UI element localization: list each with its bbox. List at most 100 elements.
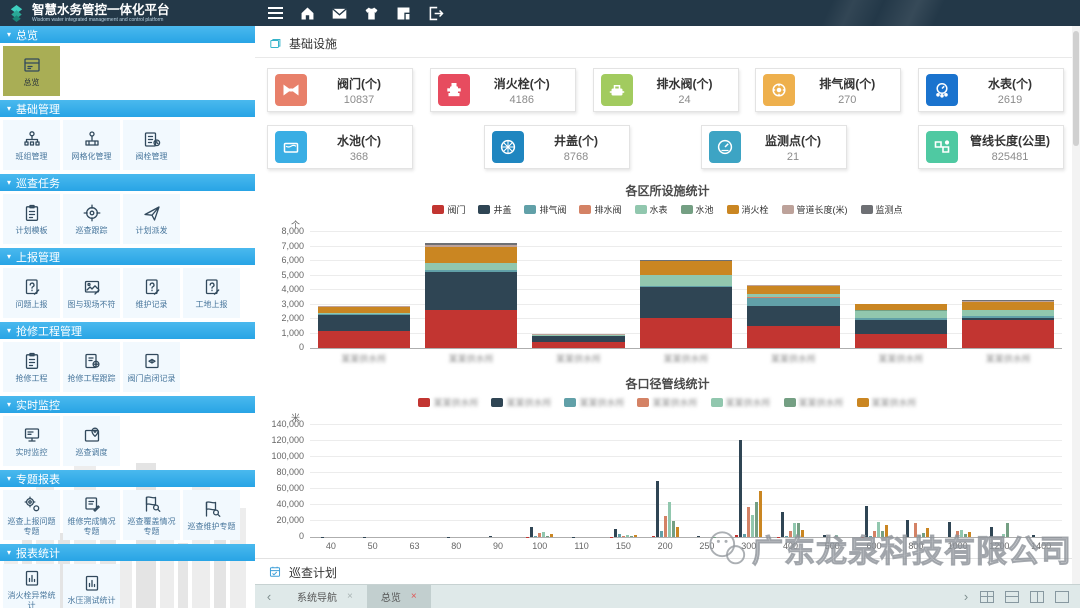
bar-group[interactable] [417, 232, 524, 348]
sidebar-item[interactable]: 班组管理 [3, 120, 60, 170]
legend-item[interactable]: 阀门 [432, 203, 465, 216]
stat-card[interactable]: 水池(个) 368 [267, 125, 413, 169]
tabs-prev-icon[interactable]: ‹ [266, 589, 272, 604]
sidebar-item[interactable]: 工地上报 [183, 268, 240, 318]
bar-group[interactable] [519, 425, 561, 537]
bar-group[interactable] [770, 425, 812, 537]
bar-group[interactable] [352, 425, 394, 537]
stat-card[interactable]: 排气阀(个) 270 [755, 68, 902, 112]
sidebar-item[interactable]: 巡查跟踪 [63, 194, 120, 244]
bar-group[interactable] [632, 232, 739, 348]
legend-item[interactable]: 管道长度(米) [781, 203, 848, 216]
bar-group[interactable] [561, 425, 603, 537]
bar-group[interactable] [435, 425, 477, 537]
sidebar-item[interactable]: 图与现场不符 [63, 268, 120, 318]
bar-group[interactable] [644, 425, 686, 537]
bar-group[interactable] [853, 425, 895, 537]
sidebar-item[interactable]: 水压测试统计 [63, 564, 120, 608]
bar-group[interactable] [895, 425, 937, 537]
sidebar-item[interactable]: 抢修工程跟踪 [63, 342, 120, 392]
sidebar-section-header[interactable]: ▾ 总览 [0, 26, 255, 43]
sidebar-item[interactable]: 问题上报 [3, 268, 60, 318]
stat-card[interactable]: 监测点(个) 21 [701, 125, 847, 169]
scrollbar[interactable] [1072, 26, 1080, 585]
legend-item[interactable]: 某某供水所 [564, 396, 624, 409]
bar-group[interactable] [394, 425, 436, 537]
scrollbar-thumb[interactable] [1073, 31, 1079, 146]
legend-item[interactable]: 某某供水所 [783, 396, 844, 409]
sidebar-section-header[interactable]: ▾ 实时监控 [0, 396, 255, 413]
legend-item[interactable]: 某某供水所 [710, 396, 771, 409]
tab-close-icon[interactable]: × [347, 591, 353, 602]
menu-icon[interactable] [267, 5, 284, 22]
bar-group[interactable] [525, 232, 632, 348]
sidebar-item[interactable]: 总览 [3, 46, 60, 96]
bar-group[interactable] [740, 232, 847, 348]
sidebar-item[interactable]: 巡查上报问题专题 [3, 490, 60, 540]
sidebar-item[interactable]: 巡查调度 [63, 416, 120, 466]
legend-item[interactable]: 某某供水所 [418, 396, 478, 409]
bar-group[interactable] [955, 232, 1062, 348]
bar-group[interactable] [477, 425, 519, 537]
bar-group[interactable] [728, 425, 770, 537]
sidebar-item[interactable]: 阀栓管理 [123, 120, 180, 170]
legend-item[interactable]: 排水阀 [579, 203, 622, 216]
legend-item[interactable]: 某某供水所 [637, 396, 698, 409]
stat-card[interactable]: 管线长度(公里) 825481 [918, 125, 1064, 169]
sidebar-section-header[interactable]: ▾ 专题报表 [0, 470, 255, 487]
sidebar-item[interactable]: 维修完成情况专题 [63, 490, 120, 540]
vsplit-layout-icon[interactable] [1030, 590, 1044, 603]
bar-group[interactable] [847, 232, 954, 348]
home-icon[interactable] [299, 5, 316, 22]
bar-group[interactable] [310, 425, 352, 537]
sidebar-item[interactable]: 巡查维护专题 [183, 490, 240, 540]
stat-card[interactable]: 阀门(个) 10837 [267, 68, 413, 112]
sidebar-item[interactable]: 网格化管理 [63, 120, 120, 170]
stat-card[interactable]: 消火栓(个) 4186 [429, 68, 576, 112]
legend-item[interactable]: 排气阀 [524, 203, 566, 216]
shirt-icon[interactable] [363, 5, 380, 22]
legend-item[interactable]: 某某供水所 [856, 396, 917, 409]
legend-item[interactable]: 监测点 [860, 203, 903, 216]
stat-card[interactable]: 排水阀(个) 24 [592, 68, 739, 112]
legend-item[interactable]: 消火栓 [726, 203, 769, 216]
tabs-next-icon[interactable]: › [963, 589, 969, 604]
mail-icon[interactable] [331, 5, 348, 22]
grid-layout-icon[interactable] [980, 590, 994, 603]
infrastructure-section-bar[interactable]: 基础设施 [255, 30, 1080, 58]
sidebar-section-header[interactable]: ▾ 报表统计 [0, 544, 255, 561]
sidebar-item[interactable]: 消火栓异常统计 [3, 564, 60, 608]
sidebar-item[interactable]: 计划模板 [3, 194, 60, 244]
single-layout-icon[interactable] [1055, 590, 1069, 603]
tab-inactive[interactable]: 系统导航 × [283, 585, 367, 608]
inspection-plan-section-bar[interactable]: 巡查计划 [255, 558, 1080, 585]
sidebar-section-header[interactable]: ▾ 巡查任务 [0, 174, 255, 191]
bar-group[interactable] [979, 425, 1021, 537]
tab-close-icon[interactable]: × [410, 591, 417, 602]
sidebar-item[interactable]: 阀门启闭记录 [123, 342, 180, 392]
bar-group[interactable] [937, 425, 979, 537]
legend-item[interactable]: 某某供水所 [491, 396, 551, 409]
legend-item[interactable]: 井盖 [478, 203, 511, 216]
bar-group[interactable] [686, 425, 728, 537]
tab-active[interactable]: 总览 × [366, 585, 431, 608]
sidebar-item[interactable]: 计划派发 [123, 194, 180, 244]
panels-icon[interactable] [395, 5, 412, 22]
sidebar-section-header[interactable]: ▾ 基础管理 [0, 100, 255, 117]
sidebar-section-header[interactable]: ▾ 上报管理 [0, 248, 255, 265]
sidebar-item[interactable]: 抢修工程 [3, 342, 60, 392]
bar-group[interactable] [811, 425, 853, 537]
legend-item[interactable]: 水表 [634, 203, 668, 216]
sidebar-item[interactable]: 巡查覆盖情况专题 [123, 490, 180, 540]
bar-group[interactable] [310, 232, 417, 348]
stat-card[interactable]: 井盖(个) 8768 [484, 125, 630, 169]
sidebar-section-header[interactable]: ▾ 抢修工程管理 [0, 322, 255, 339]
hsplit-layout-icon[interactable] [1005, 590, 1019, 603]
sidebar-item[interactable]: 维护记录 [123, 268, 180, 318]
stat-card[interactable]: 水表(个) 2619 [918, 68, 1064, 112]
bar-group[interactable] [1020, 425, 1062, 537]
sidebar-item[interactable]: 实时监控 [3, 416, 60, 466]
legend-item[interactable]: 水池 [680, 203, 714, 216]
bar-group[interactable] [602, 425, 644, 537]
logout-icon[interactable] [427, 5, 444, 22]
